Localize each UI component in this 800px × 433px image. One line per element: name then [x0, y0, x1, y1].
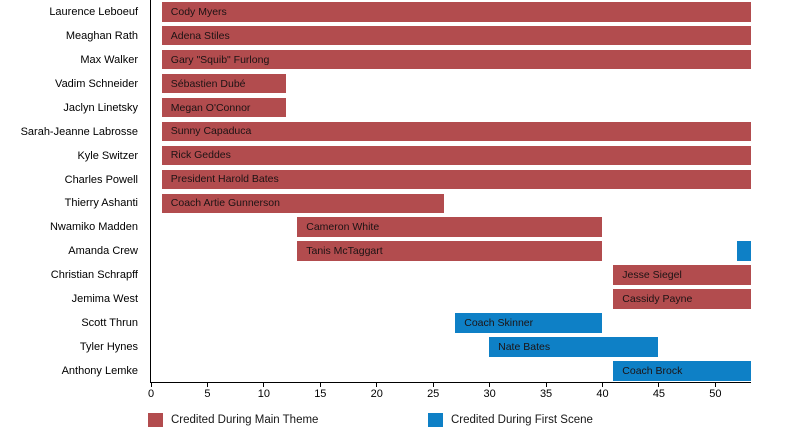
character-label: Cody Myers: [170, 5, 227, 18]
actor-label: Charles Powell: [64, 173, 138, 186]
actor-label: Max Walker: [80, 53, 138, 66]
legend-entry-first-scene: Credited During First Scene: [428, 413, 593, 427]
character-label: Coach Brock: [622, 364, 683, 377]
x-tick-mark: [545, 383, 547, 387]
x-tick-mark: [150, 383, 152, 387]
credit-bar-main-theme: Rick Geddes: [161, 145, 751, 166]
x-tick-mark: [206, 383, 208, 387]
character-label: Sunny Capaduca: [170, 125, 252, 138]
x-tick-label: 45: [652, 388, 666, 400]
credit-bar-main-theme: Tanis McTaggart: [297, 241, 602, 261]
legend-swatch-icon: [148, 413, 163, 427]
actor-label: Kyle Switzer: [77, 149, 138, 162]
x-tick-mark: [714, 383, 716, 387]
credit-bar-main-theme: Sébastien Dubé: [161, 73, 286, 94]
credit-bar-main-theme: Cassidy Payne: [613, 289, 751, 309]
x-tick-label: 25: [427, 388, 440, 400]
credit-bar-main-theme: Jesse Siegel: [613, 265, 751, 285]
credit-bar-main-theme: Cameron White: [297, 217, 602, 237]
credit-bar-first-scene: Coach Skinner: [455, 313, 602, 333]
character-label: Adena Stiles: [170, 29, 230, 42]
character-label: Sébastien Dubé: [170, 77, 246, 90]
character-label: Gary "Squib" Furlong: [170, 53, 270, 66]
actor-label: Sarah-Jeanne Labrosse: [20, 125, 138, 138]
character-label: Coach Skinner: [464, 316, 534, 329]
credit-bar-first-scene: Nate Bates: [489, 337, 659, 357]
credit-bar-first-scene: [737, 241, 751, 261]
character-label: President Harold Bates: [170, 173, 279, 186]
credit-bar-main-theme: Gary "Squib" Furlong: [161, 49, 751, 70]
legend-entry-main-theme: Credited During Main Theme: [148, 413, 318, 427]
x-tick-label: 10: [257, 388, 270, 400]
character-label: Coach Artie Gunnerson: [170, 197, 280, 210]
actor-label: Amanda Crew: [68, 245, 138, 258]
character-label: Cameron White: [306, 221, 380, 234]
credit-bar-main-theme: Megan O'Connor: [161, 97, 286, 118]
credit-bar-main-theme: Coach Artie Gunnerson: [161, 193, 444, 213]
character-label: Cassidy Payne: [622, 293, 693, 305]
actor-label: Christian Schrapff: [50, 269, 138, 282]
x-tick-mark: [263, 383, 265, 387]
plot-area: Cody Myers Adena Stiles Gary "Squib" Furlo…: [150, 0, 751, 383]
x-tick-label: 5: [204, 388, 211, 400]
actor-label: Meaghan Rath: [65, 29, 138, 42]
actor-label: Vadim Schneider: [55, 77, 138, 90]
actor-label: Laurence Leboeuf: [49, 5, 138, 18]
actor-label: Thierry Ashanti: [64, 197, 138, 210]
x-tick-label: 35: [539, 388, 553, 400]
actor-label: Jaclyn Linetsky: [63, 101, 138, 114]
x-tick-label: 15: [314, 388, 327, 400]
credit-bar-first-scene: Coach Brock: [613, 361, 751, 381]
x-axis: 0 5 10 15 20 25 30 35 40 45 50: [148, 383, 771, 405]
x-tick-label: 0: [147, 388, 155, 400]
legend-label: Credited During First Scene: [451, 414, 593, 426]
actor-label: Nwamiko Madden: [49, 221, 138, 234]
x-tick-label: 50: [709, 388, 722, 400]
x-tick-mark: [376, 383, 378, 387]
character-label: Megan O'Connor: [170, 101, 251, 114]
x-tick-mark: [658, 383, 660, 387]
credit-bar-main-theme: Adena Stiles: [161, 25, 751, 46]
actor-label: Tyler Hynes: [79, 341, 138, 354]
x-tick-mark: [602, 383, 603, 387]
character-label: Jesse Siegel: [622, 269, 682, 282]
character-label: Rick Geddes: [170, 149, 231, 162]
credit-bar-main-theme: Cody Myers: [161, 2, 751, 22]
x-tick-label: 20: [370, 388, 383, 400]
x-tick-label: 30: [483, 388, 496, 400]
credit-bar-main-theme: Sunny Capaduca: [161, 121, 751, 142]
actor-label: Anthony Lemke: [61, 365, 138, 378]
character-label: Nate Bates: [498, 340, 551, 353]
legend-swatch-icon: [428, 413, 443, 427]
x-tick-mark: [319, 383, 321, 387]
character-label: Tanis McTaggart: [306, 245, 383, 258]
x-tick-mark: [432, 383, 434, 387]
x-tick-mark: [489, 383, 491, 387]
x-tick-label: 40: [596, 388, 609, 400]
legend-label: Credited During Main Theme: [171, 414, 319, 426]
actor-label: Scott Thrun: [81, 317, 138, 330]
credit-bar-main-theme: President Harold Bates: [161, 169, 751, 190]
actor-label: Jemima West: [71, 293, 138, 306]
